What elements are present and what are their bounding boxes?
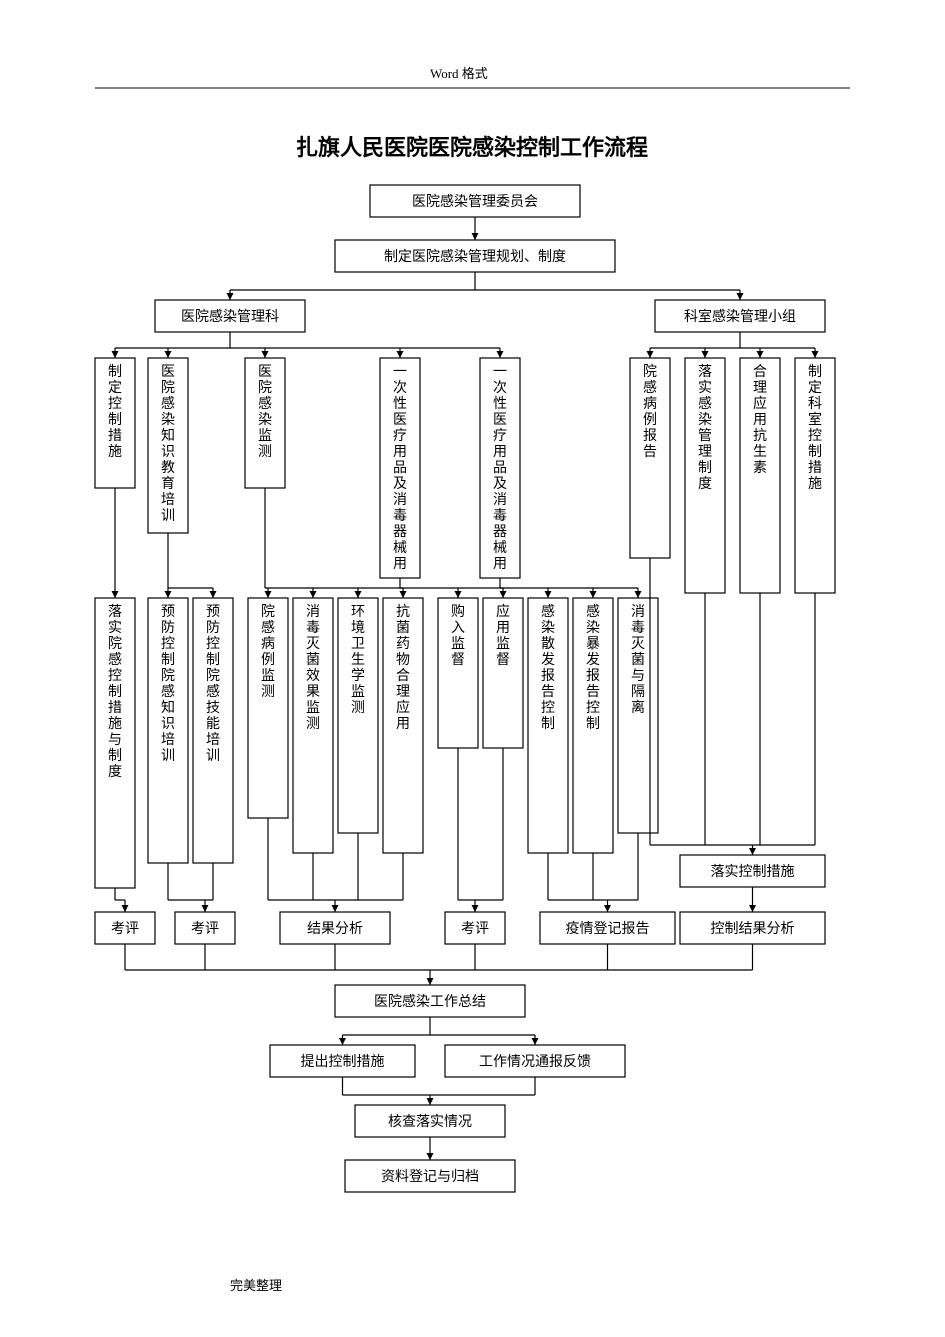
flow-node-label-c2: 控制结果分析 [711,921,795,937]
flow-node-label-w10: 感染散发报告控制 [541,603,555,732]
flow-node-label-r3: 结果分析 [307,921,363,937]
flow-node-label-s3: 工作情况通报反馈 [479,1054,591,1070]
diagram-title: 扎旗人民医院医院感染控制工作流程 [296,135,648,160]
flow-node-label-b3: 医院感染管理科 [181,308,279,325]
flow-node-label-v5: 一次性医疗用品及消毒器械用 [493,365,507,572]
flow-node-label-v2: 医院感染知识教育培训 [161,365,175,524]
flow-node-label-s1: 医院感染工作总结 [374,993,486,1010]
flow-node-label-v3: 医院感染监测 [258,365,272,460]
flow-node-label-r5: 疫情登记报告 [566,921,650,937]
flow-node-label-v4: 一次性医疗用品及消毒器械用 [393,365,407,572]
flow-node-label-c1: 落实控制措施 [711,864,795,880]
flow-node-label-s5: 资料登记与归档 [381,1168,479,1185]
flow-node-label-s4: 核查落实情况 [388,1114,472,1130]
flow-node-label-w9: 应用监督 [496,603,510,668]
flow-node-label-w6: 环境卫生学监测 [351,605,365,716]
flow-node-label-r1: 考评 [111,921,139,937]
flow-node-label-w11: 感染暴发报告控制 [586,603,600,732]
page-header: Word 格式 [430,66,488,81]
flowchart-canvas: Word 格式完美整理 扎旗人民医院医院感染控制工作流程医院感染管理委员会制定医院… [0,0,945,1337]
flow-node-label-w1: 落实院感控制措施与制度 [108,604,122,780]
flow-node-label-s2: 提出控制措施 [301,1054,385,1070]
flow-node-label-v8: 合理应用抗生素 [753,364,767,476]
flow-node-label-r2: 考评 [191,921,219,937]
flow-node-label-b4: 科室感染管理小组 [684,308,796,325]
flow-node-label-w12: 消毒灭菌与隔离 [631,604,645,716]
page-footer: 完美整理 [230,1278,282,1293]
flow-node-label-b1: 医院感染管理委员会 [412,193,538,210]
flow-node-label-r4: 考评 [461,921,489,937]
flow-node-label-b2: 制定医院感染管理规划、制度 [384,248,566,265]
